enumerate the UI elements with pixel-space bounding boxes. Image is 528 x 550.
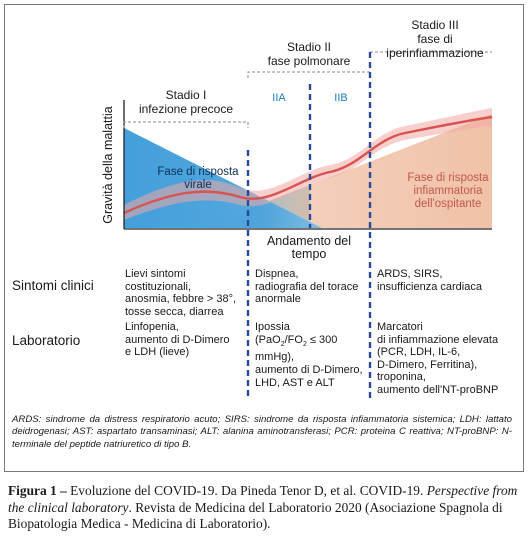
figure-caption: Figura 1 – Evoluzione del COVID-19. Da P… [8,483,518,532]
abbreviations-note: ARDS: sindrome da distress respiratorio … [12,414,512,450]
stage1-bracket [123,121,249,128]
stage2b-label: IIB [334,92,348,104]
figure-panel [4,4,524,472]
stage2-label: Stadio II fase polmonare [267,40,351,68]
lab-stage1: Linfopenia, aumento di D-Dimero e LDH (lie… [125,321,230,359]
stage2a-label: IIA [272,92,286,104]
symptoms-row-label: Sintomi clinici [12,278,94,293]
x-axis-label: Andamento del tempo [266,234,352,261]
symptoms-stage3: ARDS, SIRS, insufficienza cardiaca [377,268,482,293]
lab-stage3: Marcatori di infiammazione elevata (PCR, L… [377,321,499,396]
symptoms-stage1: Lievi sintomi costituzionali, anosmia, fe… [125,268,237,318]
stage3-label: Stadio III fase di iperinfiammazione [386,18,484,60]
host-phase-label: Fase di risposta infiammatoria dell'ospita… [407,172,489,210]
symptoms-stage2: Dispnea, radiografia del torace anormale [255,268,359,306]
lab-row-label: Laboratorio [12,333,81,348]
lab-stage2: Ipossia (PaO2/FO2 ≤ 300 mmHg), aumento d… [255,321,363,389]
severity-curve [123,115,493,215]
viral-phase-label: Fase di risposta virale [157,166,239,191]
y-axis-label: Gravità della malattia [101,106,115,223]
stage2-bracket [247,71,371,78]
